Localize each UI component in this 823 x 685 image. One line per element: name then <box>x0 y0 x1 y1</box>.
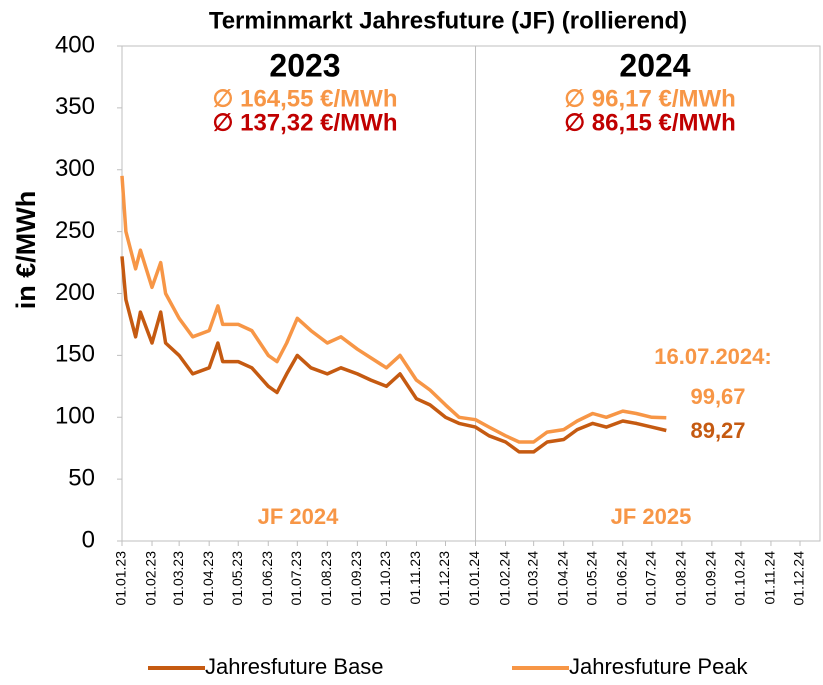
x-tick-label: 01.04.24 <box>554 551 570 606</box>
y-tick-label: 50 <box>68 464 95 491</box>
annotation: 89,27 <box>690 418 745 443</box>
x-tick-label: 01.06.24 <box>613 551 629 606</box>
y-tick-label: 100 <box>55 403 95 430</box>
x-tick-label: 01.07.24 <box>643 551 659 606</box>
annotation: 99,67 <box>690 384 745 409</box>
y-tick-label: 300 <box>55 155 95 182</box>
x-tick-label: 01.03.23 <box>170 551 186 606</box>
x-tick-label: 01.03.24 <box>524 551 540 606</box>
x-tick-label: 01.01.23 <box>113 551 129 606</box>
annotation: ∅ 137,32 €/MWh <box>213 109 398 136</box>
x-tick-label: 01.12.24 <box>791 551 807 606</box>
annotation: ∅ 96,17 €/MWh <box>564 85 736 112</box>
x-tick-label: 01.02.24 <box>496 551 512 606</box>
annotation: ∅ 86,15 €/MWh <box>564 109 736 136</box>
annotation: 2024 <box>619 47 690 83</box>
legend-label: Jahresfuture Peak <box>569 654 749 679</box>
series-line <box>120 256 667 454</box>
x-tick-label: 01.05.24 <box>583 551 599 606</box>
y-tick-label: 150 <box>55 341 95 368</box>
x-tick-label: 01.09.24 <box>703 551 719 606</box>
y-tick-label: 350 <box>55 93 95 120</box>
y-tick-label: 250 <box>55 217 95 244</box>
x-tick-label: 01.12.23 <box>436 551 452 606</box>
x-tick-label: 01.11.23 <box>407 551 423 605</box>
annotation: JF 2025 <box>611 504 692 529</box>
x-tick-label: 01.05.23 <box>229 551 245 606</box>
x-tick-label: 01.09.23 <box>348 551 364 606</box>
y-tick-label: 0 <box>82 526 95 553</box>
x-tick-label: 01.07.23 <box>288 551 304 606</box>
annotation: ∅ 164,55 €/MWh <box>213 85 398 112</box>
x-tick-label: 01.06.23 <box>259 551 275 606</box>
x-tick-label: 01.10.24 <box>732 551 748 606</box>
x-tick-label: 01.08.24 <box>673 551 689 606</box>
annotation: JF 2024 <box>258 504 339 529</box>
y-tick-label: 200 <box>55 279 95 306</box>
x-tick-label: 01.11.24 <box>762 551 778 605</box>
x-tick-label: 01.04.23 <box>200 551 216 606</box>
y-tick-label: 400 <box>55 31 95 58</box>
y-axis-label: in €/MWh <box>11 191 41 309</box>
x-tick-label: 01.01.24 <box>466 551 482 606</box>
x-tick-label: 01.10.23 <box>377 551 393 606</box>
annotation: 16.07.2024: <box>654 344 771 369</box>
annotation: 2023 <box>269 47 340 83</box>
series-line <box>120 175 667 444</box>
x-tick-label: 01.02.23 <box>143 551 159 606</box>
legend-label: Jahresfuture Base <box>205 654 384 679</box>
chart-title: Terminmarkt Jahresfuture (JF) (rollieren… <box>209 7 687 34</box>
x-tick-label: 01.08.23 <box>318 551 334 606</box>
